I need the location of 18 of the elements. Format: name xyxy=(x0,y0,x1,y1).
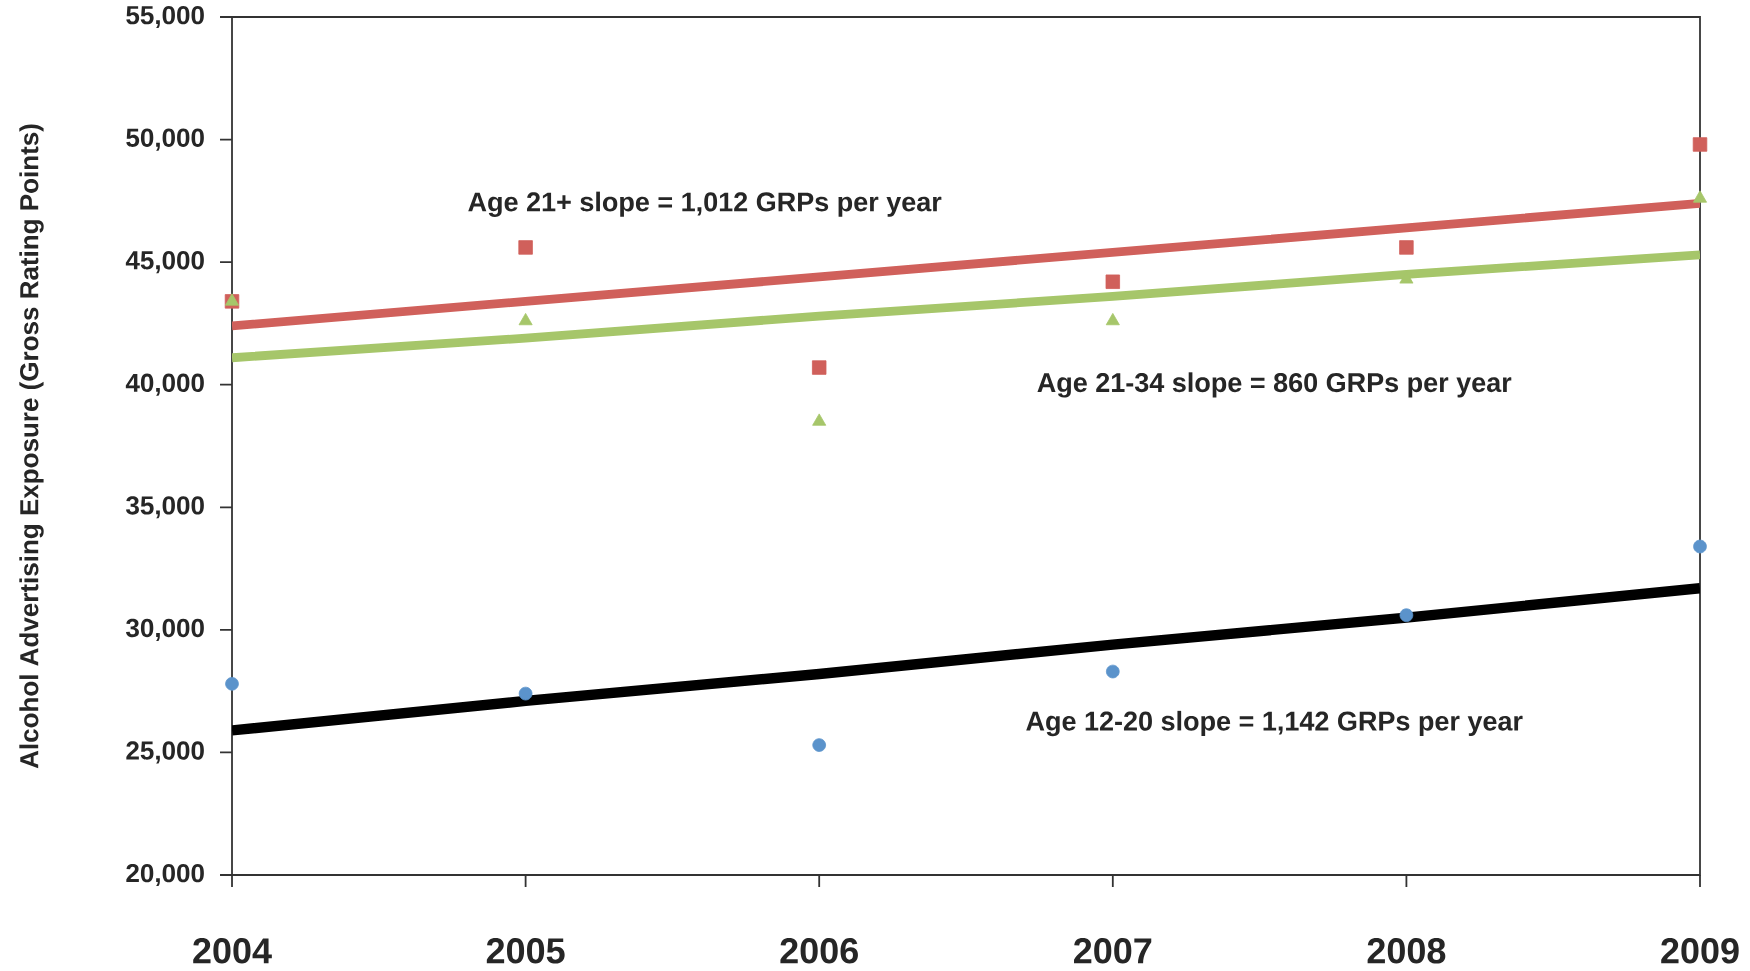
annotation: Age 21+ slope = 1,012 GRPs per year xyxy=(468,191,942,217)
y-tick-label: 45,000 xyxy=(125,251,204,274)
x-tick-label: 2009 xyxy=(1661,938,1739,964)
x-tick-label: 2004 xyxy=(193,938,272,964)
x-tick-label: 2007 xyxy=(1074,938,1152,964)
y-tick-label: 20,000 xyxy=(126,863,204,887)
annotation: Age 21-34 slope = 860 GRPs per year xyxy=(1037,372,1512,398)
y-axis-title: Alcohol Advertising Exposure (Gross Rating Points) xyxy=(19,124,44,769)
y-tick-label: 55,000 xyxy=(126,5,204,29)
y-tick-label: 25,000 xyxy=(126,741,204,764)
y-tick-label: 30,000 xyxy=(126,618,204,641)
y-tick-label: 35,000 xyxy=(126,496,204,519)
x-tick-label: 2005 xyxy=(486,938,565,964)
y-tick-label: 40,000 xyxy=(125,373,204,396)
y-tick-label: 50,000 xyxy=(126,128,204,151)
x-tick-label: 2008 xyxy=(1367,938,1446,964)
annotation: Age 12-20 slope = 1,142 GRPs per year xyxy=(1026,710,1523,737)
x-tick-label: 2006 xyxy=(780,938,858,964)
